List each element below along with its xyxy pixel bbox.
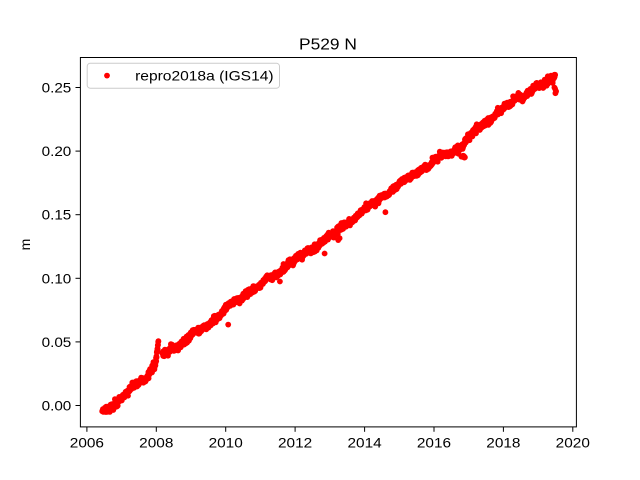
svg-text:0.15: 0.15 (42, 207, 72, 223)
svg-text:2010: 2010 (209, 435, 243, 451)
svg-text:2018: 2018 (486, 435, 520, 451)
svg-text:2020: 2020 (556, 435, 590, 451)
svg-text:0.10: 0.10 (42, 270, 72, 286)
svg-text:2006: 2006 (70, 435, 104, 451)
svg-text:repro2018a (IGS14): repro2018a (IGS14) (135, 68, 274, 84)
svg-text:0.00: 0.00 (42, 398, 72, 414)
svg-text:2016: 2016 (417, 435, 451, 451)
svg-text:m: m (17, 239, 33, 251)
svg-text:P529 N: P529 N (299, 36, 357, 53)
svg-text:0.05: 0.05 (42, 334, 72, 350)
svg-text:0.25: 0.25 (42, 80, 72, 96)
svg-text:2008: 2008 (139, 435, 173, 451)
svg-text:2014: 2014 (348, 435, 382, 451)
svg-text:2012: 2012 (278, 435, 312, 451)
svg-text:0.20: 0.20 (42, 143, 72, 159)
